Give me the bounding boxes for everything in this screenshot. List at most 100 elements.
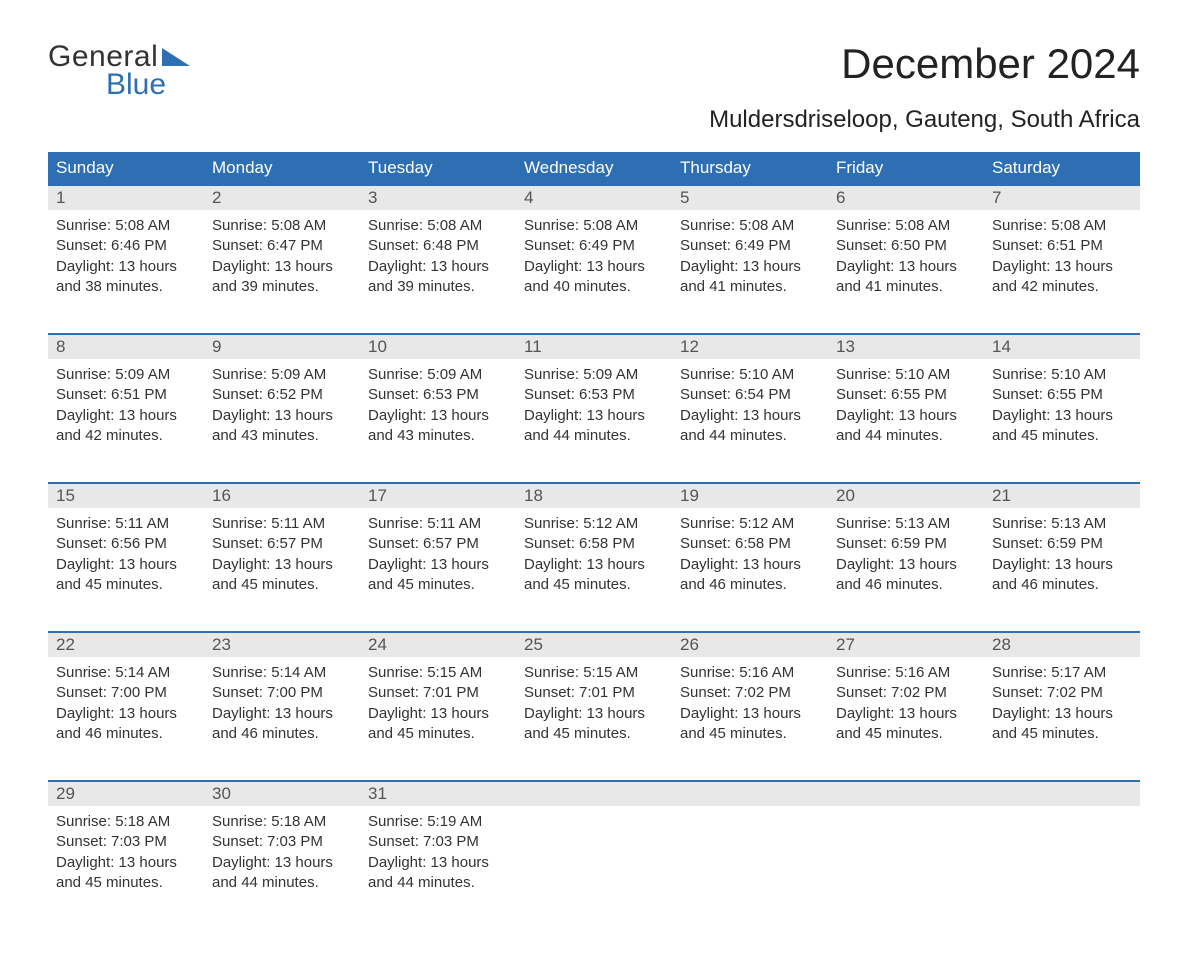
day-number: 11	[516, 335, 672, 359]
day-number: 10	[360, 335, 516, 359]
sunset-text: Sunset: 7:03 PM	[368, 832, 508, 852]
sunrise-text: Sunrise: 5:10 AM	[836, 365, 976, 385]
day-cell: Sunrise: 5:11 AMSunset: 6:56 PMDaylight:…	[48, 508, 204, 613]
day-number: 26	[672, 633, 828, 657]
sunrise-text: Sunrise: 5:15 AM	[368, 663, 508, 683]
day-cell: Sunrise: 5:08 AMSunset: 6:50 PMDaylight:…	[828, 210, 984, 315]
sunset-text: Sunset: 6:55 PM	[992, 385, 1132, 405]
daylight-line2: and 39 minutes.	[368, 277, 508, 297]
day-cell	[516, 806, 672, 911]
sunrise-text: Sunrise: 5:15 AM	[524, 663, 664, 683]
day-cell: Sunrise: 5:11 AMSunset: 6:57 PMDaylight:…	[360, 508, 516, 613]
day-cell	[672, 806, 828, 911]
daylight-line1: Daylight: 13 hours	[212, 853, 352, 873]
sunrise-text: Sunrise: 5:09 AM	[212, 365, 352, 385]
sunrise-text: Sunrise: 5:14 AM	[212, 663, 352, 683]
day-cell: Sunrise: 5:14 AMSunset: 7:00 PMDaylight:…	[204, 657, 360, 762]
sunset-text: Sunset: 6:51 PM	[56, 385, 196, 405]
content-row: Sunrise: 5:11 AM Sunset: 6:56 PM Daylight:…	[48, 508, 1140, 613]
daylight-line1: Daylight: 13 hours	[836, 555, 976, 575]
daylight-line1: Daylight: 13 hours	[56, 257, 196, 277]
sunrise-text: Sunrise: 5:08 AM	[836, 216, 976, 236]
sunset-text: Sunset: 6:47 PM	[212, 236, 352, 256]
sunset-text: Sunset: 6:59 PM	[992, 534, 1132, 554]
daylight-line1: Daylight: 13 hours	[680, 704, 820, 724]
sunrise-text: Sunrise: 5:09 AM	[524, 365, 664, 385]
day-number: 13	[828, 335, 984, 359]
day-number: 28	[984, 633, 1140, 657]
sunrise-text: Sunrise: 5:12 AM	[524, 514, 664, 534]
week-row: 293031Sunrise: 5:18 AMSunset: 7:03 PMDay…	[48, 780, 1140, 911]
sunrise-text: Sunrise: 5:19 AM	[368, 812, 508, 832]
daylight-line2: and 45 minutes.	[56, 873, 196, 893]
day-number: 19	[672, 484, 828, 508]
sunset-text: Sunset: 7:03 PM	[56, 832, 196, 852]
sunrise-text: Sunrise: 5:08 AM	[680, 216, 820, 236]
calendar: Sunday Monday Tuesday Wednesday Thursday…	[48, 152, 1140, 911]
daylight-line2: and 45 minutes.	[524, 724, 664, 744]
day-cell: Sunrise: 5:13 AMSunset: 6:59 PMDaylight:…	[828, 508, 984, 613]
sunrise-text: Sunrise: 5:18 AM	[212, 812, 352, 832]
sunrise-text: Sunrise: 5:08 AM	[56, 216, 196, 236]
daylight-line1: Daylight: 13 hours	[524, 257, 664, 277]
sunset-text: Sunset: 6:57 PM	[368, 534, 508, 554]
sunrise-text: Sunrise: 5:08 AM	[992, 216, 1132, 236]
daylight-line2: and 46 minutes.	[212, 724, 352, 744]
sunset-text: Sunset: 6:49 PM	[524, 236, 664, 256]
content-row: Sunrise: 5:08 AMSunset: 6:46 PMDaylight:…	[48, 210, 1140, 315]
day-number: 24	[360, 633, 516, 657]
week-row: 891011121314Sunrise: 5:09 AMSunset: 6:51…	[48, 333, 1140, 464]
day-header: Saturday	[984, 152, 1140, 184]
daylight-line2: and 46 minutes.	[992, 575, 1132, 595]
day-cell: Sunrise: 5:09 AMSunset: 6:53 PMDaylight:…	[360, 359, 516, 464]
daylight-line2: and 40 minutes.	[524, 277, 664, 297]
daynum-row: 15161718192021	[48, 484, 1140, 508]
sunset-text: Sunset: 7:01 PM	[368, 683, 508, 703]
day-number: 23	[204, 633, 360, 657]
sunset-text: Sunset: 6:58 PM	[680, 534, 820, 554]
daylight-line1: Daylight: 13 hours	[212, 704, 352, 724]
daylight-line2: and 38 minutes.	[56, 277, 196, 297]
daylight-line2: and 43 minutes.	[212, 426, 352, 446]
daylight-line1: Daylight: 13 hours	[992, 406, 1132, 426]
daylight-line1: Daylight: 13 hours	[368, 406, 508, 426]
day-cell: Sunrise: 5:18 AMSunset: 7:03 PMDaylight:…	[48, 806, 204, 911]
daylight-line1: Daylight: 13 hours	[368, 853, 508, 873]
day-cell: Sunrise: 5:09 AMSunset: 6:53 PMDaylight:…	[516, 359, 672, 464]
daylight-line1: Daylight: 13 hours	[56, 406, 196, 426]
daylight-line2: and 45 minutes.	[992, 724, 1132, 744]
daylight-line1: Daylight: 13 hours	[992, 704, 1132, 724]
sunset-text: Sunset: 6:52 PM	[212, 385, 352, 405]
day-cell: Sunrise: 5:08 AMSunset: 6:47 PMDaylight:…	[204, 210, 360, 315]
sunrise-text: Sunrise: 5:11 AM	[212, 514, 352, 534]
sunset-text: Sunset: 7:02 PM	[836, 683, 976, 703]
day-number: 27	[828, 633, 984, 657]
daylight-line2: and 45 minutes.	[368, 575, 508, 595]
day-cell: Sunrise: 5:16 AMSunset: 7:02 PMDaylight:…	[672, 657, 828, 762]
sunset-text: Sunset: 6:51 PM	[992, 236, 1132, 256]
day-number: 29	[48, 782, 204, 806]
daylight-line1: Daylight: 13 hours	[368, 555, 508, 575]
day-header: Monday	[204, 152, 360, 184]
sunrise-text: Sunrise: 5:13 AM	[836, 514, 976, 534]
daylight-line2: and 44 minutes.	[836, 426, 976, 446]
daylight-line2: and 45 minutes.	[212, 575, 352, 595]
day-number: 6	[828, 186, 984, 210]
daylight-line1: Daylight: 13 hours	[368, 257, 508, 277]
daylight-line1: Daylight: 13 hours	[836, 257, 976, 277]
daylight-line1: Daylight: 13 hours	[524, 555, 664, 575]
sunset-text: Sunset: 6:56 PM	[56, 534, 196, 554]
sunset-text: Sunset: 7:01 PM	[524, 683, 664, 703]
day-number: 12	[672, 335, 828, 359]
sunset-text: Sunset: 7:02 PM	[680, 683, 820, 703]
day-number: 31	[360, 782, 516, 806]
daylight-line1: Daylight: 13 hours	[992, 555, 1132, 575]
daylight-line2: and 43 minutes.	[368, 426, 508, 446]
daylight-line2: and 45 minutes.	[56, 575, 196, 595]
day-cell: Sunrise: 5:10 AMSunset: 6:55 PMDaylight:…	[828, 359, 984, 464]
content-row: Sunrise: 5:09 AMSunset: 6:51 PMDaylight:…	[48, 359, 1140, 464]
day-number	[516, 782, 672, 806]
daylight-line2: and 44 minutes.	[368, 873, 508, 893]
logo-text-blue: Blue	[106, 68, 166, 102]
day-header-row: Sunday Monday Tuesday Wednesday Thursday…	[48, 152, 1140, 184]
